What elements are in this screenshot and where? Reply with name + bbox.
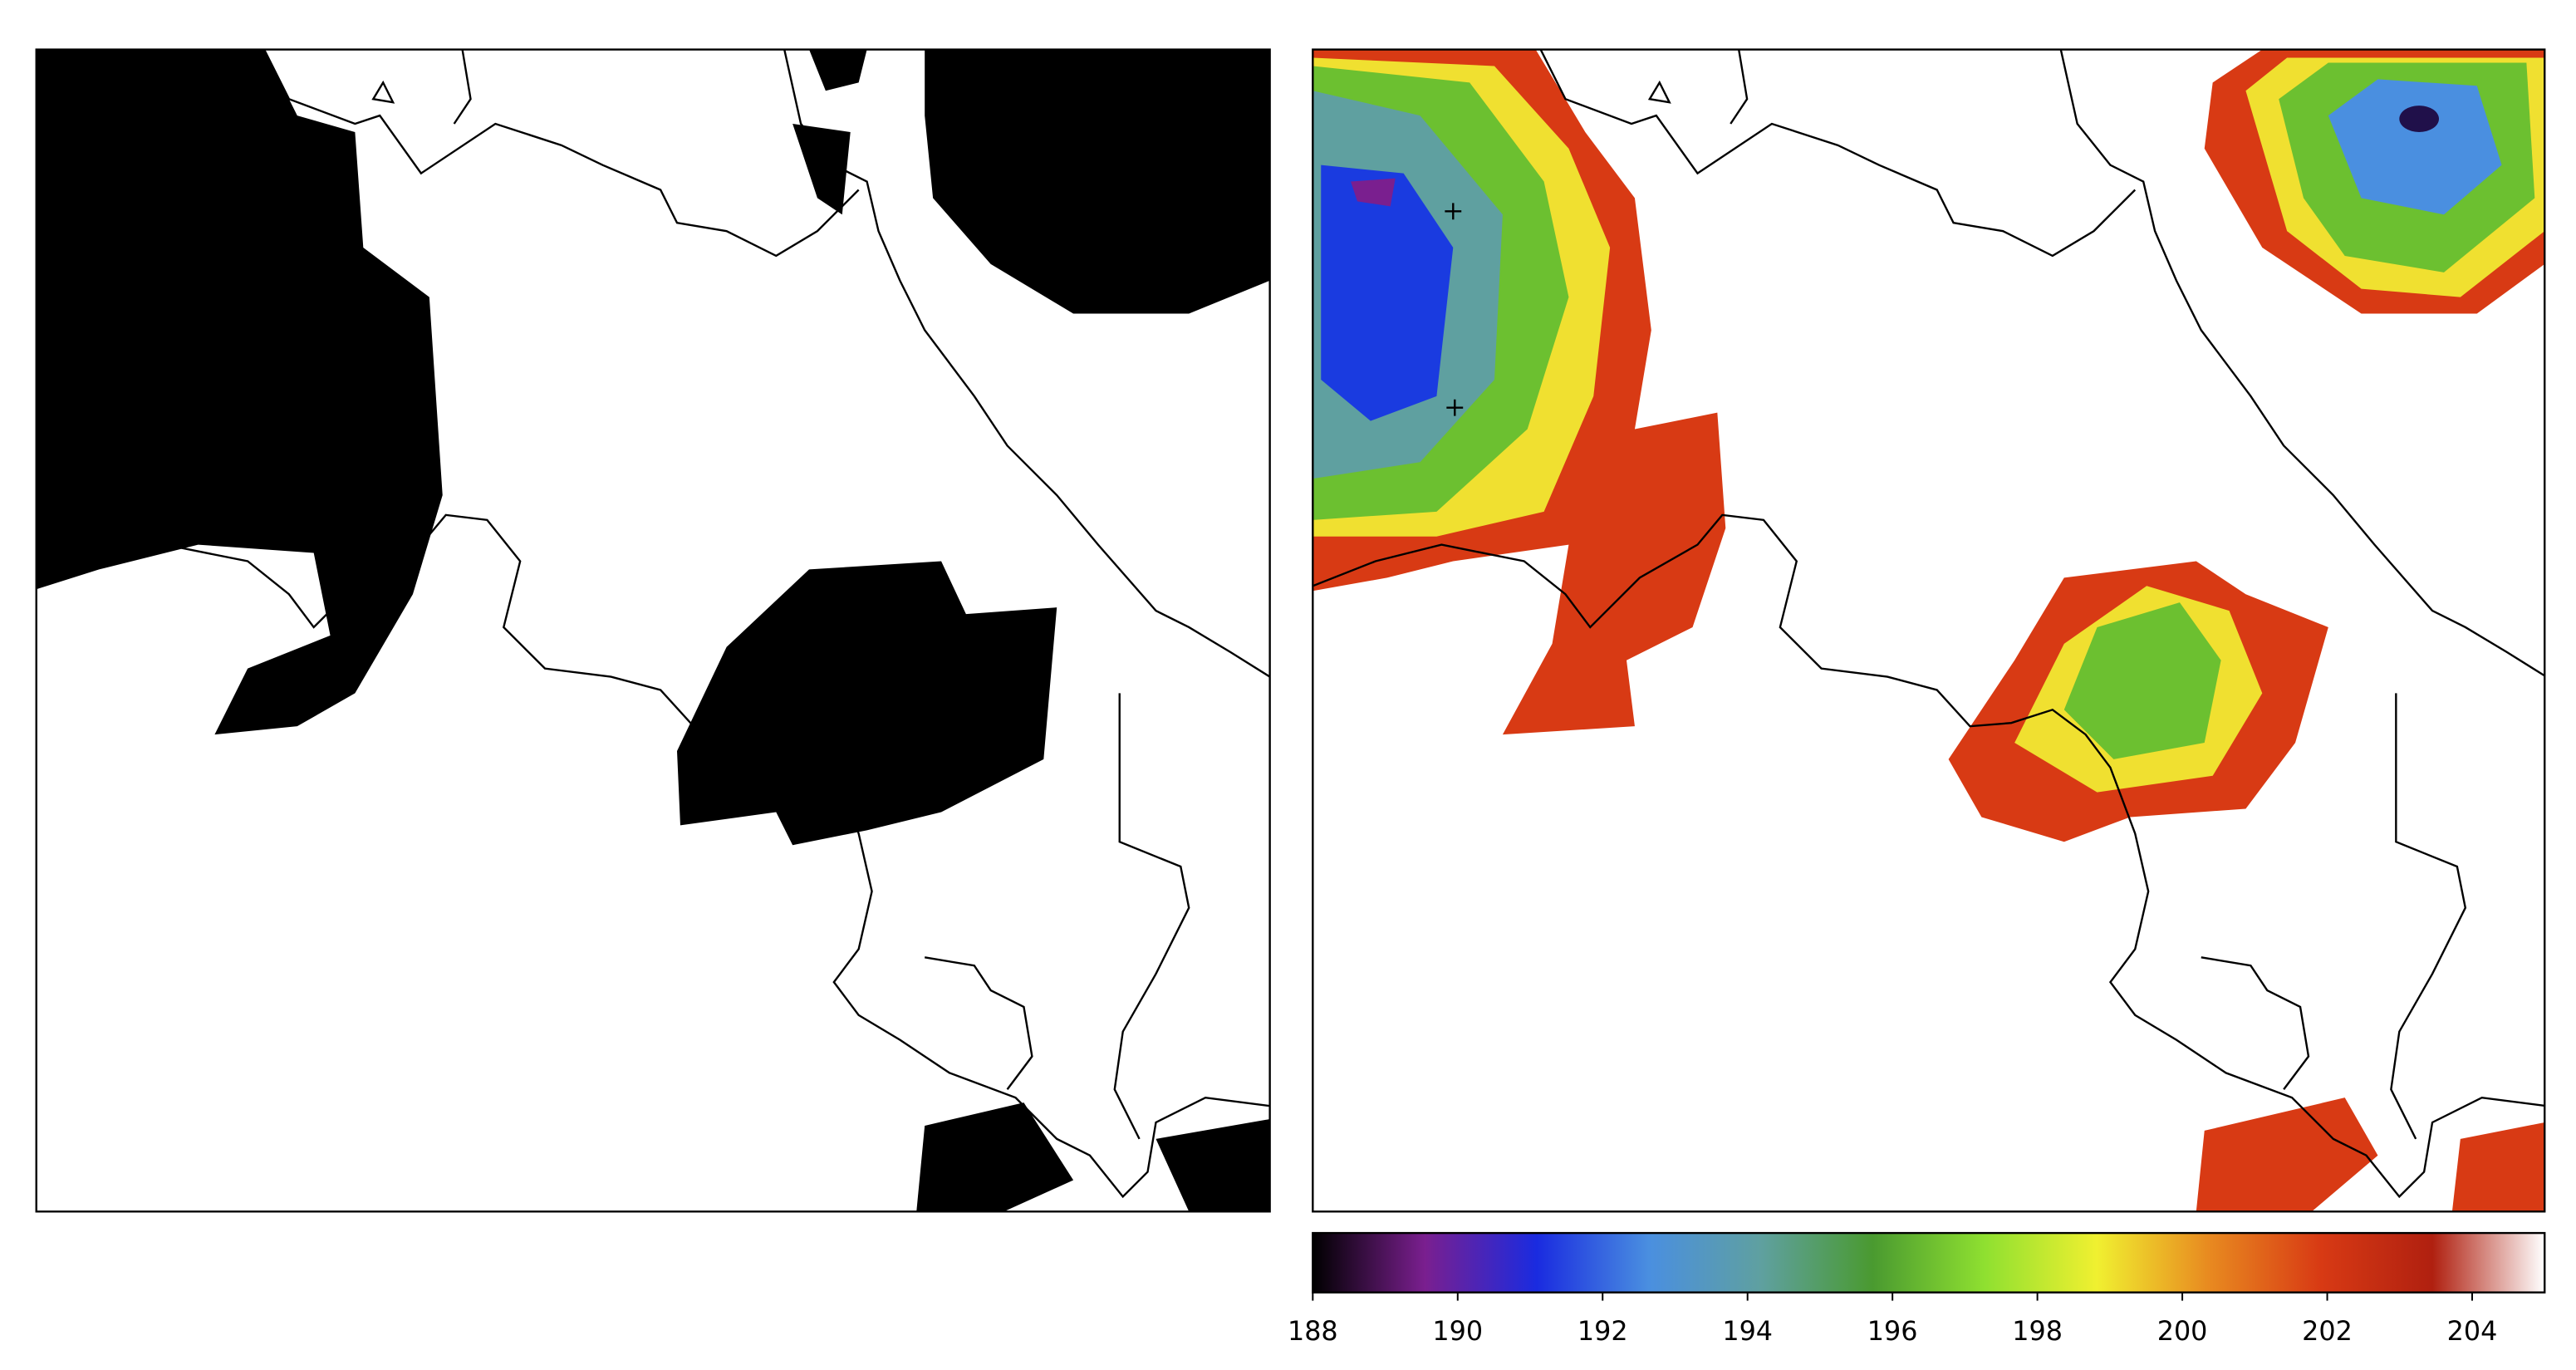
temperature-panel bbox=[1313, 49, 2545, 1212]
colorbar-tick-label: 204 bbox=[2447, 1316, 2498, 1347]
mask-panel bbox=[36, 49, 1270, 1212]
colorbar-tick-label: 200 bbox=[2157, 1316, 2208, 1347]
colorbar-tick-label: 198 bbox=[2012, 1316, 2063, 1347]
colorbar-tick-label: 196 bbox=[1867, 1316, 1918, 1347]
colorbar-tick-label: 188 bbox=[1288, 1316, 1338, 1347]
colorbar-tick-label: 194 bbox=[1722, 1316, 1773, 1347]
colorbar-tick-label: 192 bbox=[1577, 1316, 1628, 1347]
colorbar-tick-label: 190 bbox=[1432, 1316, 1483, 1347]
panel-frame bbox=[35, 48, 1271, 1213]
panel-frame bbox=[1312, 48, 2546, 1213]
colorbar-tick-label: 202 bbox=[2302, 1316, 2353, 1347]
colorbar bbox=[1312, 1231, 2546, 1294]
